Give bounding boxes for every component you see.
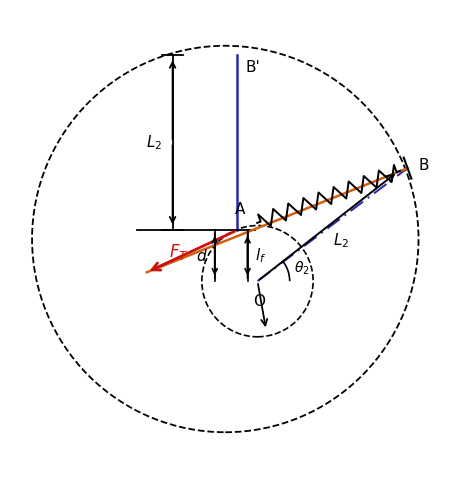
Text: B': B': [246, 60, 261, 76]
Text: $\mathit{F}_\mathit{T}$: $\mathit{F}_\mathit{T}$: [169, 242, 189, 262]
Text: B: B: [418, 158, 428, 173]
Text: $L_2$: $L_2$: [333, 232, 349, 250]
Text: $d$: $d$: [196, 248, 208, 264]
Text: $l_f$: $l_f$: [255, 246, 266, 265]
Text: O: O: [253, 294, 264, 309]
Text: A: A: [235, 202, 245, 217]
Text: $L_2$: $L_2$: [146, 133, 162, 152]
Text: $\theta_2$: $\theta_2$: [294, 260, 310, 277]
